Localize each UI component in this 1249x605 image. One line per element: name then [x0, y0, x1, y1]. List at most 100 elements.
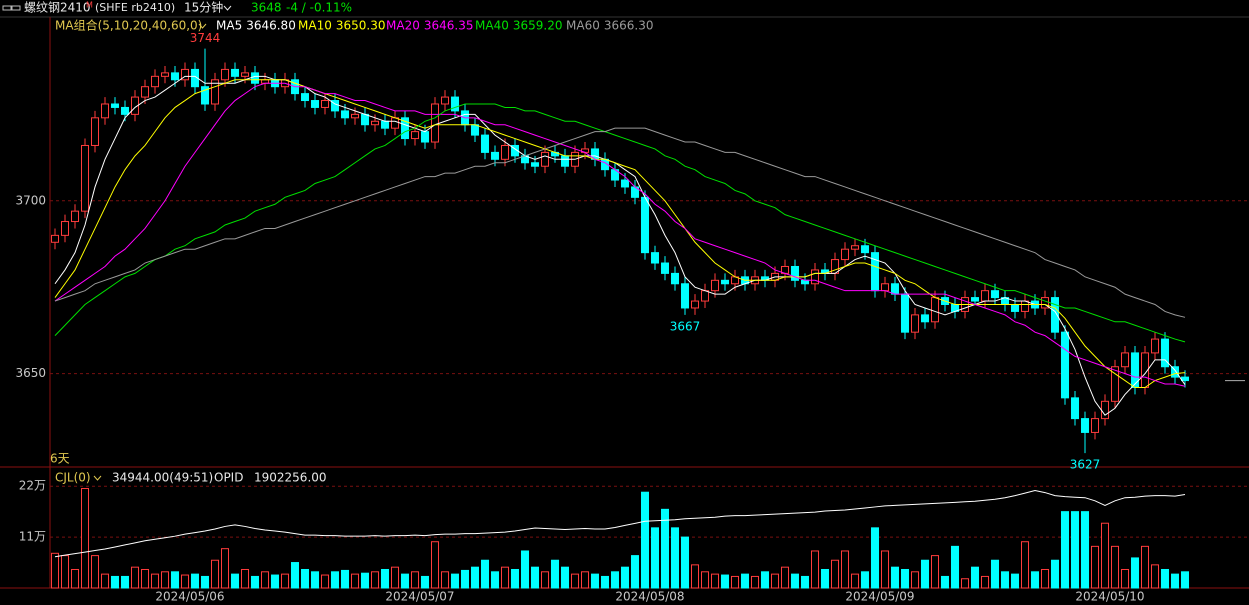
- candle-body: [1151, 338, 1159, 354]
- candle-body: [141, 86, 149, 98]
- candle-body: [261, 79, 269, 84]
- volume-bar: [981, 575, 989, 589]
- candle-body: [1171, 366, 1179, 378]
- ma-legend-name: MA60: [566, 19, 600, 33]
- candle-body: [561, 155, 569, 167]
- candle-body: [661, 262, 669, 274]
- ma-line: [54, 75, 1186, 416]
- volume-bar: [861, 571, 869, 589]
- volume-bar: [701, 571, 709, 589]
- candle-body: [251, 72, 259, 84]
- ma-legend-name: MA20: [386, 19, 420, 33]
- y-tick-label: 3650: [15, 366, 46, 380]
- candle-body: [501, 144, 509, 160]
- ma-group-label: MA组合(5,10,20,40,60,0): [55, 18, 202, 33]
- candle-body: [181, 68, 189, 81]
- volume-bar: [691, 564, 699, 589]
- volume-bar: [121, 575, 129, 589]
- volume-bar: [341, 569, 349, 589]
- volume-bar: [161, 571, 169, 589]
- volume-bar: [111, 575, 119, 589]
- candle-body: [211, 79, 219, 105]
- x-tick-label: 2024/05/07: [385, 590, 454, 604]
- volume-bar: [131, 566, 139, 589]
- volume-bar: [1001, 571, 1009, 589]
- volume-bar: [531, 566, 539, 589]
- candle-body: [701, 290, 709, 302]
- volume-bar: [621, 566, 629, 589]
- extreme-label: 3744: [190, 31, 221, 45]
- volume-bar: [1071, 511, 1079, 589]
- candle-body: [671, 272, 679, 285]
- volume-bar: [1181, 571, 1189, 589]
- ma-legend-value: 3646.35: [424, 19, 474, 33]
- volume-bar: [371, 571, 379, 589]
- volume-bar: [451, 573, 459, 589]
- candle-body: [801, 279, 809, 285]
- ma-legend-name: MA40: [475, 19, 509, 33]
- volume-bar: [821, 568, 829, 589]
- volume-bar: [331, 571, 339, 589]
- volume-bar: [881, 550, 889, 589]
- volume-bar: [1031, 571, 1039, 589]
- candle-body: [1121, 352, 1129, 368]
- symbol-name: 螺纹钢2410: [24, 1, 91, 15]
- volume-bar: [711, 573, 719, 589]
- ma-line: [54, 79, 1186, 388]
- oi-value: 1902256.00: [254, 471, 327, 485]
- interval-selector[interactable]: 15分钟: [184, 0, 223, 15]
- volume-bar: [181, 574, 189, 589]
- volume-bar: [1171, 573, 1179, 589]
- volume-bar: [81, 488, 89, 589]
- volume-bar: [431, 541, 439, 589]
- candle-body: [441, 96, 449, 105]
- candle-body: [491, 151, 499, 160]
- candle-body: [91, 117, 99, 146]
- volume-bar: [751, 575, 759, 589]
- candle-body: [1181, 376, 1189, 382]
- last-price: 3648: [251, 1, 282, 15]
- candle-body: [681, 283, 689, 309]
- x-tick-label: 2024/05/10: [1075, 590, 1144, 604]
- candle-body: [411, 131, 419, 140]
- volume-bar: [631, 555, 639, 589]
- ma-group-chevron[interactable]: [198, 23, 207, 29]
- volume-bar: [971, 566, 979, 589]
- volume-bar: [831, 559, 839, 589]
- candle-body: [811, 269, 819, 285]
- symbol-icon: [2, 5, 21, 11]
- volume-bar: [1131, 557, 1139, 589]
- candle-body: [61, 221, 69, 236]
- volume-bar: [491, 571, 499, 589]
- candle-body: [231, 68, 239, 77]
- volume-title: CJL(0): [55, 471, 91, 485]
- volume-bar: [1111, 545, 1119, 589]
- ma-legend-name: MA5: [216, 19, 242, 33]
- volume-chevron[interactable]: [93, 475, 102, 481]
- y-tick-label: 3700: [15, 193, 46, 207]
- volume-bar: [361, 572, 369, 589]
- volume-bar: [921, 559, 929, 589]
- candle-body: [911, 314, 919, 333]
- volume-bar: [291, 562, 299, 589]
- volume-bar: [541, 571, 549, 589]
- volume-bar: [801, 575, 809, 589]
- x-tick-label: 2024/05/09: [845, 590, 914, 604]
- volume-bar: [401, 573, 409, 589]
- candle-body: [421, 131, 429, 143]
- interval-chevron[interactable]: [223, 5, 232, 11]
- volume-bar: [731, 575, 739, 589]
- volume-bar: [151, 573, 159, 589]
- extreme-label: 3667: [670, 319, 701, 333]
- ma-legend-value: 3659.20: [513, 19, 563, 33]
- volume-bar: [871, 527, 879, 589]
- candle-body: [1011, 304, 1019, 312]
- ma-legend-name: MA10: [298, 19, 332, 33]
- volume-bar: [961, 578, 969, 589]
- volume-bar: [781, 566, 789, 589]
- volume-bar: [901, 568, 909, 589]
- volume-bar: [91, 555, 99, 589]
- candle-body: [221, 68, 229, 81]
- candle-body: [341, 110, 349, 119]
- candle-body: [851, 245, 859, 250]
